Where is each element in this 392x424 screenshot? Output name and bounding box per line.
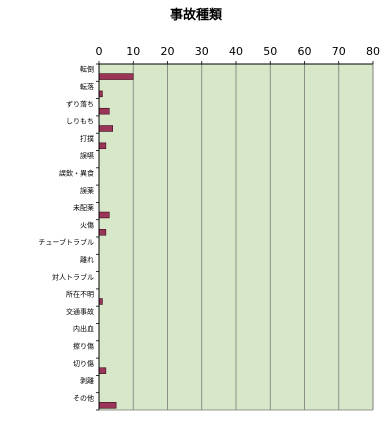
bar xyxy=(98,107,110,115)
bar xyxy=(98,229,107,236)
category-label: その他 xyxy=(73,393,94,402)
category-label: 誤嚥 xyxy=(80,151,94,160)
x-tick-label: 40 xyxy=(229,45,243,58)
bar xyxy=(98,90,103,98)
y-axis-category-labels: 転倒転落ずり落ちしりもち打撲誤嚥誤飲・異食誤薬未配薬火傷チューブトラブル離れ対人… xyxy=(38,65,94,403)
category-label: ずり落ち xyxy=(66,99,94,108)
x-axis-tick-labels: 0 10 20 30 40 50 60 70 80 xyxy=(96,45,381,58)
category-label: 対人トラブル xyxy=(52,272,94,281)
axes xyxy=(96,61,374,411)
bar xyxy=(98,298,103,305)
category-label: 交通事故 xyxy=(66,307,94,316)
x-tick-label: 30 xyxy=(195,45,209,58)
category-label: しりもち xyxy=(66,118,94,126)
bar xyxy=(98,142,107,150)
category-label: 打撲 xyxy=(80,134,94,143)
x-tick-label: 10 xyxy=(126,45,140,58)
bar xyxy=(98,125,113,132)
category-label: 剥離 xyxy=(80,376,94,385)
category-label: 離れ xyxy=(80,255,94,264)
category-label: 誤飲・異食 xyxy=(59,168,94,177)
x-tick-label: 60 xyxy=(298,45,312,58)
category-label: 転倒 xyxy=(80,65,94,74)
bars xyxy=(98,73,134,409)
x-tick-label: 50 xyxy=(263,45,277,58)
category-label: 誤薬 xyxy=(80,186,94,195)
bar xyxy=(98,211,110,219)
x-tick-label: 20 xyxy=(161,45,175,58)
x-tick-label: 0 xyxy=(96,45,103,58)
x-tick-label: 70 xyxy=(332,45,346,58)
category-label: 内出血 xyxy=(73,324,94,333)
category-label: 未配薬 xyxy=(73,203,94,212)
bar xyxy=(98,402,117,409)
bar xyxy=(98,73,134,80)
bar xyxy=(98,367,107,374)
category-label: 火傷 xyxy=(80,220,94,229)
category-label: 切り傷 xyxy=(73,359,94,368)
category-label: チューブトラブル xyxy=(38,238,94,247)
category-label: 所在不明 xyxy=(66,290,94,299)
category-label: 転落 xyxy=(80,82,94,91)
category-label: 擦り傷 xyxy=(73,341,94,350)
chart-title: 事故種類 xyxy=(170,7,223,23)
x-tick-label: 80 xyxy=(366,45,380,58)
